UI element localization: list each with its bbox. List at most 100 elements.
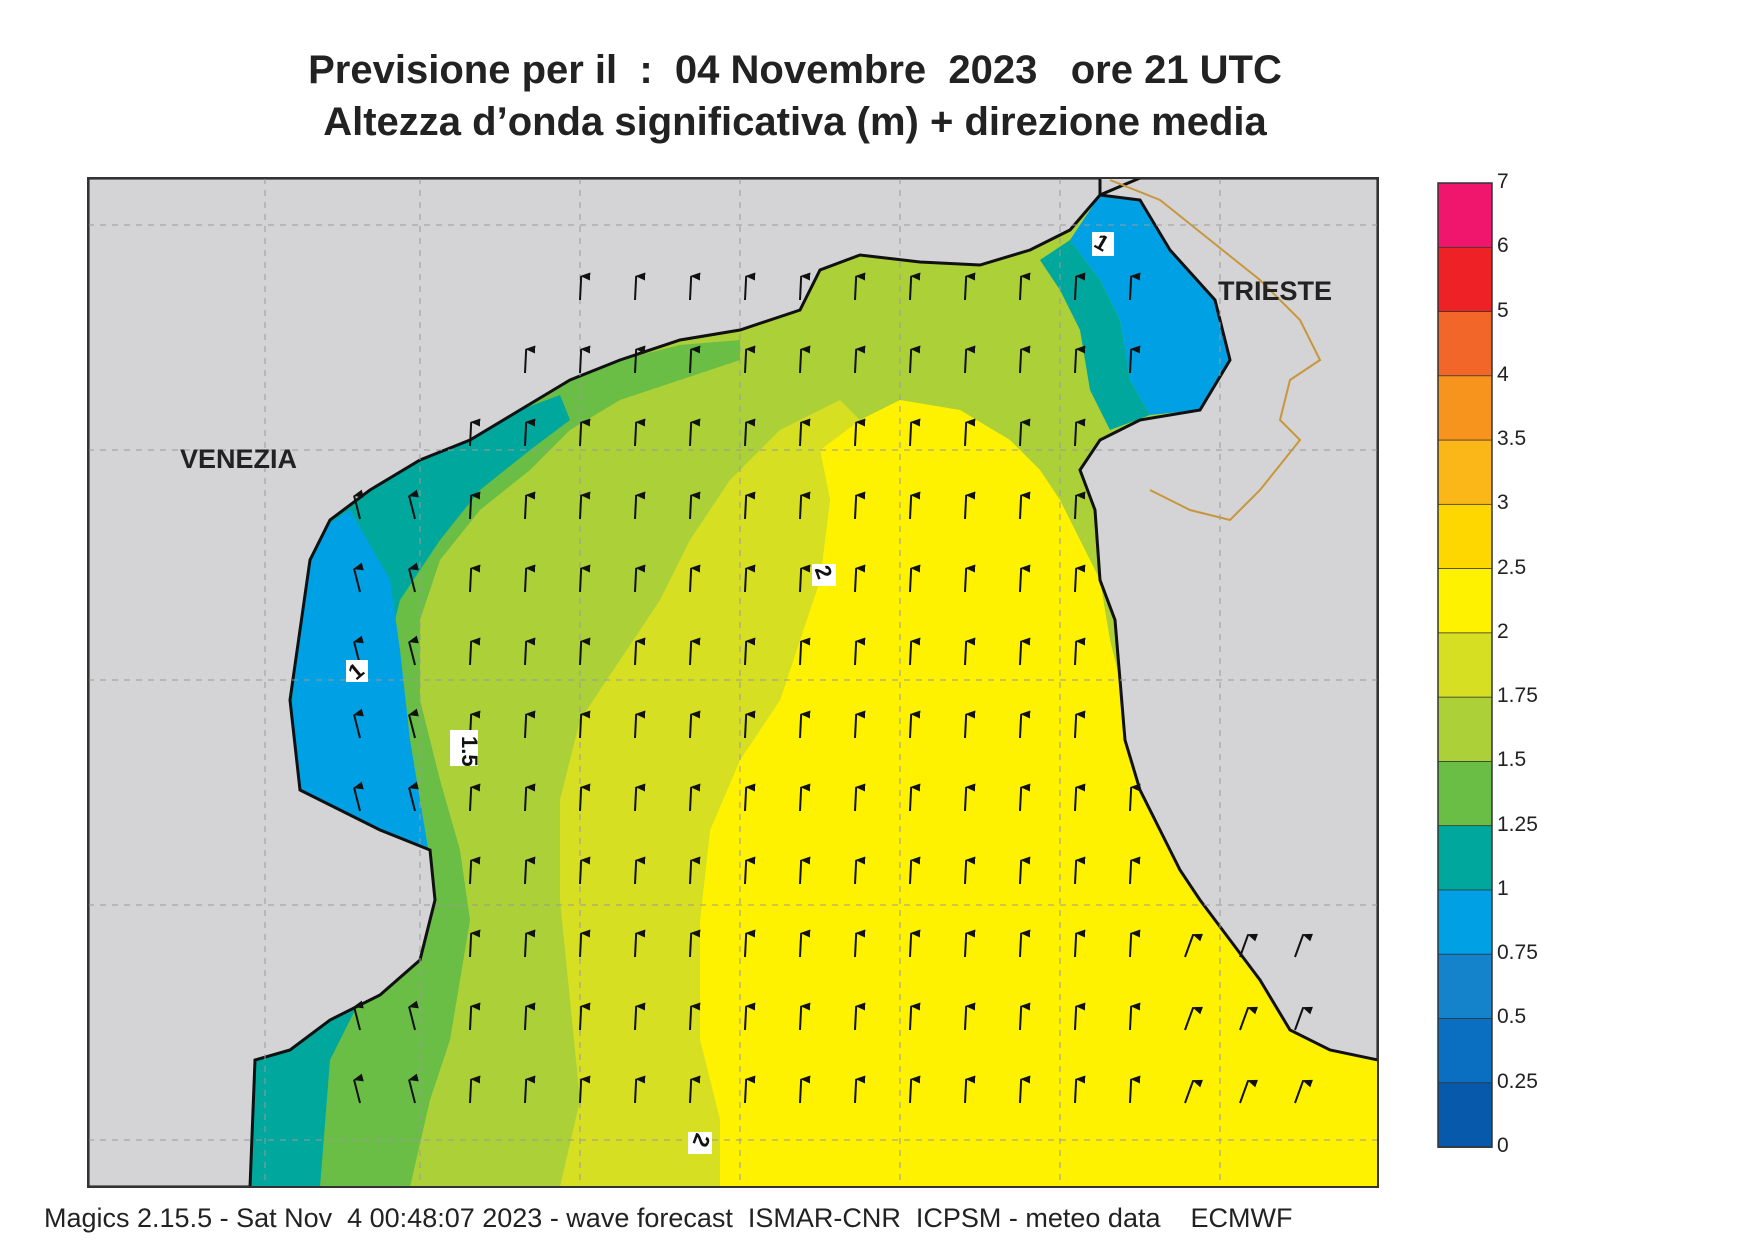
wave-direction-arrow: [1129, 1075, 1141, 1104]
wave-direction-arrow: [1019, 272, 1031, 301]
wave-direction-arrow: [964, 637, 976, 666]
wave-direction-arrow: [689, 272, 701, 301]
colorbar-swatch: [1437, 439, 1493, 506]
colorbar-swatch: [1437, 761, 1493, 827]
colorbar-swatch: [1437, 503, 1493, 570]
wave-direction-arrow: [689, 1075, 701, 1104]
wave-direction-arrow: [1129, 272, 1141, 301]
colorbar-swatch: [1437, 182, 1493, 249]
wave-direction-arrow: [634, 1075, 646, 1104]
wave-direction-arrow: [1019, 345, 1031, 374]
wave-direction-arrow: [689, 856, 701, 885]
colorbar-swatch: [1437, 632, 1493, 699]
wave-direction-arrow: [634, 710, 646, 739]
wave-direction-arrow: [689, 345, 701, 374]
wave-direction-arrow: [909, 856, 921, 885]
wave-direction-arrow: [1129, 929, 1141, 958]
wave-direction-arrow: [1294, 1079, 1314, 1104]
wave-direction-arrow: [854, 418, 866, 447]
wave-direction-arrow: [524, 1075, 536, 1104]
wave-direction-arrow: [469, 1002, 481, 1031]
wave-direction-arrow: [964, 1075, 976, 1104]
wave-direction-arrow: [964, 710, 976, 739]
wave-direction-arrow: [579, 783, 591, 812]
map-frame: [87, 177, 1379, 1188]
wave-direction-arrow: [579, 272, 591, 301]
wave-direction-arrow: [408, 708, 419, 739]
colorbar-level-label: 3.5: [1497, 427, 1527, 451]
colorbar-swatch: [1437, 246, 1493, 313]
colorbar-swatch: [1437, 568, 1493, 634]
wave-direction-arrow: [579, 418, 591, 447]
colorbar-level-label: 0.5: [1497, 1005, 1527, 1029]
wave-direction-arrow: [1019, 783, 1031, 812]
colorbar-level-label: 6: [1497, 234, 1509, 258]
wave-direction-arrow: [964, 1002, 976, 1031]
wave-direction-arrow: [744, 272, 756, 301]
wave-direction-arrow: [689, 564, 701, 593]
wave-direction-arrow: [353, 1073, 364, 1104]
wave-direction-arrow: [469, 564, 481, 593]
colorbar-level-label: 5: [1497, 298, 1509, 322]
wave-direction-arrow: [1184, 1006, 1204, 1031]
wave-direction-arrow: [854, 929, 866, 958]
wave-direction-arrow: [744, 1075, 756, 1104]
wave-direction-arrow: [744, 637, 756, 666]
colorbar: [1437, 182, 1493, 1148]
istria-land: [1078, 178, 1378, 1062]
wave-direction-arrow: [689, 637, 701, 666]
wave-direction-arrow: [408, 781, 419, 812]
wave-direction-arrow: [1184, 1079, 1204, 1104]
wave-direction-arrow: [579, 1002, 591, 1031]
wave-direction-arrow: [854, 491, 866, 520]
wave-direction-arrow: [469, 491, 481, 520]
wave-direction-arrow: [964, 272, 976, 301]
wave-direction-arrow: [744, 1002, 756, 1031]
colorbar-level-label: 1.75: [1497, 684, 1538, 708]
colorbar-level-label: 7: [1497, 170, 1509, 193]
wave-direction-arrow: [799, 345, 811, 374]
wave-direction-arrow: [579, 637, 591, 666]
wave-direction-arrow: [408, 1000, 419, 1031]
wave-direction-arrow: [799, 418, 811, 447]
sea-core-high: [700, 400, 1378, 1187]
wave-direction-arrow: [469, 929, 481, 958]
wave-direction-arrow: [744, 564, 756, 593]
wave-direction-arrow: [964, 564, 976, 593]
wave-direction-arrow: [353, 781, 364, 812]
title-line-1: Previsione per il : 04 Novembre 2023 ore…: [308, 48, 1282, 92]
wave-direction-arrow: [524, 710, 536, 739]
colorbar-frame: [1437, 182, 1493, 1148]
wave-direction-arrow: [634, 418, 646, 447]
wave-direction-arrow: [854, 637, 866, 666]
title-line-2: Altezza d’onda significativa (m) + direz…: [323, 100, 1267, 144]
wave-direction-arrow: [964, 491, 976, 520]
wave-direction-arrow: [408, 562, 419, 593]
wave-direction-arrow: [1019, 637, 1031, 666]
wave-direction-arrow: [689, 418, 701, 447]
wave-direction-arrow: [353, 489, 364, 520]
wave-direction-arrow: [744, 345, 756, 374]
place-label-venezia: VENEZIA: [180, 444, 297, 474]
wave-direction-arrow: [469, 418, 481, 447]
contour-label: 1.5: [457, 736, 482, 767]
wave-direction-arrow: [634, 1002, 646, 1031]
wave-direction-arrows: [353, 272, 1314, 1104]
wave-direction-arrow: [854, 1075, 866, 1104]
wave-direction-arrow: [799, 564, 811, 593]
colorbar-level-label: 0.25: [1497, 1069, 1538, 1093]
wave-direction-arrow: [634, 856, 646, 885]
wave-direction-arrow: [579, 856, 591, 885]
colorbar-swatch: [1437, 311, 1493, 377]
wave-direction-arrow: [909, 1002, 921, 1031]
wave-direction-arrow: [854, 345, 866, 374]
contour-labels: 1 1 1.5 2 2: [343, 229, 1114, 1154]
wave-direction-arrow: [1129, 783, 1141, 812]
wave-direction-arrow: [524, 637, 536, 666]
wave-direction-arrow: [854, 1002, 866, 1031]
wave-direction-arrow: [469, 856, 481, 885]
wave-direction-arrow: [1019, 929, 1031, 958]
wave-direction-arrow: [799, 783, 811, 812]
wave-direction-arrow: [1019, 856, 1031, 885]
wave-direction-arrow: [799, 1075, 811, 1104]
